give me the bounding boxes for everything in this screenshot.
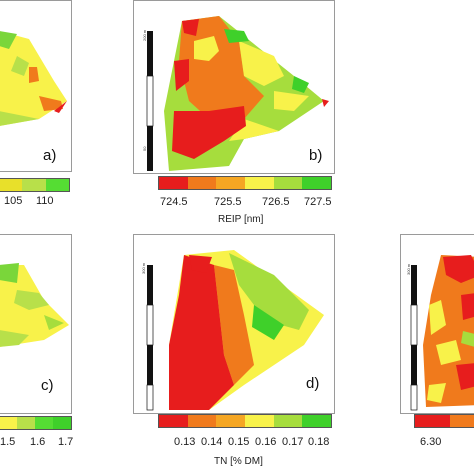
colorbar-a-swatch [0,179,23,191]
colorbar-d-swatch [216,415,246,427]
scale-tick-b: 200 m [142,29,147,41]
map-e-field [410,255,474,411]
colorbar-a-swatch [22,179,46,191]
colorbar-c-swatch [0,417,17,429]
axis-title-b: REIP [nm] [218,214,264,225]
colorbar-d-swatch [245,415,274,427]
map-d-field [146,250,324,411]
colorbar-e [414,414,474,428]
colorbar-d-swatch [159,415,188,427]
colorbar-c-swatch [35,417,53,429]
map-panel-d: d) [133,234,335,414]
colorbar-d-swatch [273,415,303,427]
tick-label-c: 1.5 [0,436,16,448]
tick-label-b: 726.5 [262,196,290,208]
colorbar-c-swatch [53,417,71,429]
tick-label-d: 0.15 [228,436,250,448]
map-panel-b: b) 200 m 50 [133,0,335,174]
tick-label-d: 0.18 [308,436,330,448]
colorbar-b [158,176,332,190]
panel-label-d: d) [306,375,320,392]
tick-label-c: 1.6 [30,436,46,448]
map-b-field [146,16,329,171]
map-a-field [0,31,67,126]
scale-tick-b: 50 [142,146,147,151]
tick-label-c: 1.7 [58,436,74,448]
tick-label-d: 0.14 [201,436,223,448]
colorbar-e-swatch [450,415,474,427]
tick-label-b: 725.5 [214,196,242,208]
colorbar-b-swatch [302,177,332,189]
scale-tick-d: 300 m [141,262,146,274]
colorbar-c [0,416,72,430]
map-panel-e: 300 m [400,234,474,414]
tick-label-b: 727.5 [304,196,332,208]
colorbar-d-swatch [187,415,217,427]
panel-label-a: a) [43,147,57,164]
axis-title-d: TN [% DM] [214,456,263,467]
colorbar-e-swatch [415,415,450,427]
colorbar-b-swatch [273,177,303,189]
scale-tick-e: 300 m [406,263,411,275]
tick-label-b: 724.5 [160,196,188,208]
colorbar-c-swatch [17,417,35,429]
tick-label-a: 105 [4,195,23,207]
colorbar-b-swatch [159,177,188,189]
tick-label-e: 6.30 [420,436,442,448]
colorbar-a [0,178,70,192]
colorbar-b-swatch [216,177,246,189]
colorbar-d-swatch [302,415,332,427]
map-panel-c: c) [0,234,72,414]
colorbar-a-swatch [45,179,69,191]
panel-label-c: c) [41,377,54,394]
colorbar-d [158,414,332,428]
tick-label-d: 0.16 [255,436,277,448]
tick-label-a: 110 [36,195,54,207]
map-panel-a: a) [0,0,72,172]
colorbar-b-swatch [187,177,217,189]
map-c-field [0,263,69,347]
panel-label-b: b) [309,147,323,164]
colorbar-b-swatch [245,177,274,189]
tick-label-d: 0.17 [282,436,304,448]
tick-label-d: 0.13 [174,436,196,448]
